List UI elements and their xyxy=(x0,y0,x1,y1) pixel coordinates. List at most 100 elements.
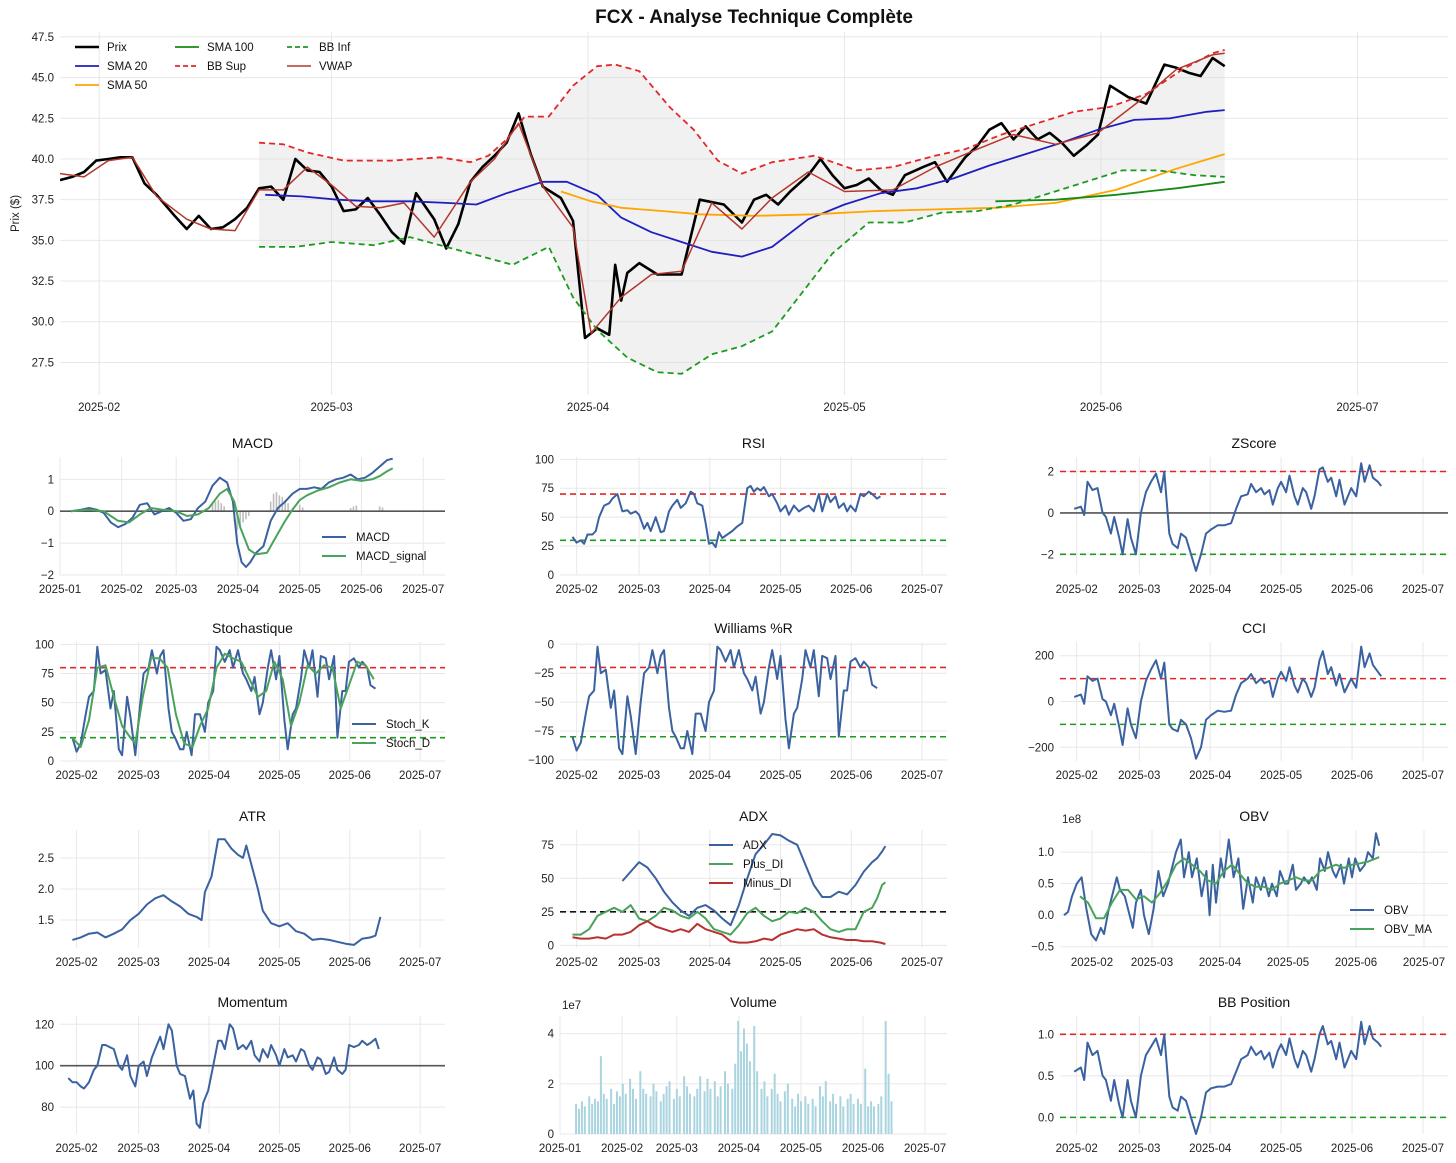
volume-bar xyxy=(588,1096,591,1134)
x-tick-label: 2025-07 xyxy=(399,1143,441,1155)
volume-bar xyxy=(799,1101,802,1134)
plot-area xyxy=(60,457,445,568)
x-tick-label: 2025-03 xyxy=(618,957,660,969)
x-tick-label: 2025-06 xyxy=(340,584,382,596)
volume-bar xyxy=(596,1101,599,1134)
macd-hist-bar xyxy=(217,500,220,512)
volume-bar xyxy=(864,1068,867,1134)
legend-label-obv-ma: OBV_MA xyxy=(1384,924,1432,936)
x-tick-label: 2025-05 xyxy=(1260,584,1302,596)
x-tick-label: 2025-05 xyxy=(258,957,300,969)
volume-bar xyxy=(786,1083,789,1134)
y-tick-label: 100 xyxy=(35,1061,54,1073)
legend-label-macd: MACD xyxy=(356,532,390,544)
y-tick-label: 47.5 xyxy=(32,32,54,44)
x-tick-label: 2025-03 xyxy=(1118,584,1160,596)
y-tick-label: 1.5 xyxy=(38,915,54,927)
y-tick-label: 0.0 xyxy=(1038,1112,1054,1124)
panel-obv: OBV −0.5 0.0 0.5 1.0 2025-02 2025-03 2025-04 202… xyxy=(1031,808,1448,969)
y-tick-label: 50 xyxy=(41,698,54,710)
x-tick-label: 2025-06 xyxy=(830,584,872,596)
volume-bar xyxy=(618,1096,621,1134)
x-tick-label: 2025-07 xyxy=(1402,584,1444,596)
x-tick-label: 2025-01 xyxy=(39,584,81,596)
volume-bar xyxy=(818,1086,821,1134)
volume-bar xyxy=(743,1028,746,1134)
y-tick-label: 25 xyxy=(541,907,554,919)
x-tick-label: 2025-02 xyxy=(1056,584,1098,596)
series-line-obv-ma xyxy=(1079,856,1380,920)
volume-bar xyxy=(753,1026,756,1134)
volume-bar xyxy=(852,1103,855,1134)
x-tick-label: 2025-02 xyxy=(601,1143,643,1155)
y-tick-label: 37.5 xyxy=(32,195,54,207)
volume-bar xyxy=(745,1043,748,1134)
macd-hist-bar xyxy=(269,501,272,512)
series-line-atr xyxy=(72,838,382,946)
x-tick-label: 2025-06 xyxy=(1331,770,1373,782)
x-tick-label: 2025-05 xyxy=(258,770,300,782)
x-tick-label: 2025-04 xyxy=(567,402,610,414)
y-tick-label: 0 xyxy=(548,639,554,651)
y-tick-label: 27.5 xyxy=(32,357,54,369)
volume-bar xyxy=(605,1098,608,1134)
macd-hist-bar xyxy=(284,500,286,512)
x-tick-label: 2025-04 xyxy=(188,1143,231,1155)
volume-bar xyxy=(779,1101,782,1134)
plot-area xyxy=(560,645,947,756)
x-tick-label: 2025-05 xyxy=(1260,770,1302,782)
macd-hist-bar xyxy=(223,506,225,512)
volume-bar xyxy=(652,1083,655,1134)
plot-area xyxy=(575,1021,893,1134)
legend-label-vwap: VWAP xyxy=(319,61,353,73)
volume-bar xyxy=(615,1091,618,1134)
x-tick-label: 2025-06 xyxy=(329,770,371,782)
y-tick-label: 40.0 xyxy=(32,154,54,166)
volume-bar xyxy=(807,1103,810,1134)
macd-hist-bar xyxy=(275,492,278,512)
series-line-plus-di xyxy=(572,881,887,936)
panel-title: MACD xyxy=(232,435,273,451)
y-tick-label: 0 xyxy=(548,570,554,582)
y-tick-label: 0 xyxy=(1048,508,1054,520)
x-tick-label: 2025-05 xyxy=(1260,1143,1302,1155)
panel-macd: MACD −2 −1 0 1 2025-01 2025-02 2025-03 2025-04 20… xyxy=(39,435,445,596)
legend-label-sma-20: SMA 20 xyxy=(107,61,147,73)
macd-hist-bar xyxy=(355,505,358,512)
volume-bar xyxy=(821,1096,824,1134)
volume-bar xyxy=(621,1083,624,1134)
plot-area xyxy=(1060,645,1448,760)
x-tick-label: 2025-07 xyxy=(1336,402,1378,414)
y-tick-label: 1.0 xyxy=(1038,847,1054,859)
y-tick-label: −25 xyxy=(534,668,554,680)
volume-bar xyxy=(760,1088,763,1134)
macd-hist-bar xyxy=(211,504,214,512)
panel-rsi: RSI 0 25 50 75 100 2025-02 2025-03 2025-04 2025-0… xyxy=(535,435,947,596)
volume-bar xyxy=(814,1106,817,1134)
x-tick-label: 2025-07 xyxy=(901,770,943,782)
legend-label-minus-di: Minus_DI xyxy=(743,878,792,890)
volume-bar xyxy=(766,1096,769,1134)
y-tick-label: 0 xyxy=(48,756,54,768)
panel-williams: Williams %R −100 −75 −50 −25 0 2025-02 2025-03 2… xyxy=(528,620,947,782)
volume-bar xyxy=(832,1093,835,1134)
x-tick-label: 2025-03 xyxy=(1118,770,1160,782)
x-tick-label: 2025-07 xyxy=(1403,957,1445,969)
plot-area xyxy=(60,645,445,757)
legend-label-bb-sup: BB Sup xyxy=(207,61,246,73)
volume-bar xyxy=(688,1093,691,1134)
y-tick-label: 25 xyxy=(41,727,54,739)
x-tick-label: 2025-07 xyxy=(399,957,441,969)
y-offset-label: 1e7 xyxy=(562,1000,581,1012)
x-tick-label: 2025-04 xyxy=(718,1143,761,1155)
x-tick-label: 2025-04 xyxy=(689,957,732,969)
panel-title: BB Position xyxy=(1218,994,1290,1010)
volume-bar xyxy=(632,1088,635,1134)
volume-bar xyxy=(599,1056,602,1134)
x-tick-label: 2025-05 xyxy=(258,1143,300,1155)
volume-bar xyxy=(591,1103,594,1134)
volume-bar xyxy=(639,1071,642,1134)
volume-bar xyxy=(706,1078,709,1134)
y-tick-label: 2.0 xyxy=(38,884,54,896)
panel-title: Momentum xyxy=(217,994,287,1010)
